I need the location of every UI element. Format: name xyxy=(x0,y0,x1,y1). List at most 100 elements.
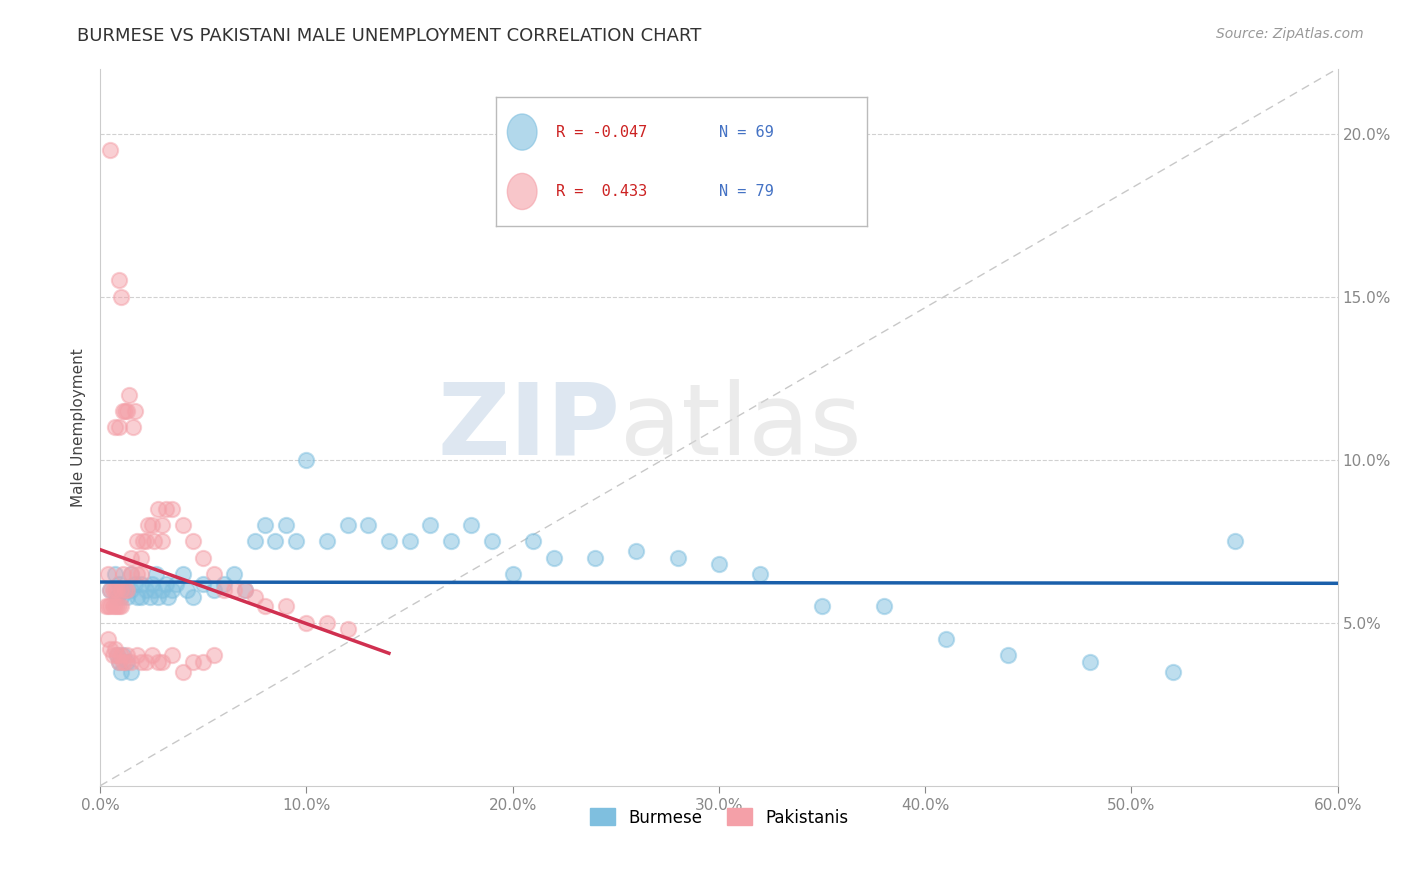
Point xyxy=(522,534,544,549)
Point xyxy=(103,566,125,581)
Point xyxy=(110,290,132,304)
Point xyxy=(127,566,149,581)
Point xyxy=(176,583,198,598)
Point xyxy=(243,590,266,604)
Point xyxy=(935,632,957,646)
Point xyxy=(193,550,215,565)
Point xyxy=(460,518,482,533)
Point xyxy=(141,648,163,663)
Point xyxy=(120,665,142,679)
Text: ZIP: ZIP xyxy=(437,378,620,475)
Point xyxy=(131,576,153,591)
Point xyxy=(120,550,142,565)
Point xyxy=(114,583,136,598)
Point xyxy=(141,576,163,591)
Point xyxy=(157,590,180,604)
Point xyxy=(120,566,142,581)
Point xyxy=(193,576,215,591)
Point xyxy=(132,534,155,549)
Point xyxy=(114,404,136,418)
Point xyxy=(181,534,204,549)
Point xyxy=(120,655,142,669)
Point xyxy=(114,655,136,669)
Point xyxy=(146,590,169,604)
Point xyxy=(131,566,153,581)
Point xyxy=(1161,665,1184,679)
Point xyxy=(127,648,149,663)
Point xyxy=(254,599,277,614)
Point xyxy=(110,665,132,679)
Point xyxy=(138,590,160,604)
Point xyxy=(873,599,896,614)
Text: atlas: atlas xyxy=(620,378,862,475)
Point xyxy=(103,641,125,656)
Point xyxy=(274,518,297,533)
Point xyxy=(101,583,124,598)
Point xyxy=(212,576,235,591)
Point xyxy=(97,632,120,646)
Point xyxy=(146,501,169,516)
Point xyxy=(110,583,132,598)
Point xyxy=(145,566,167,581)
Point xyxy=(626,544,648,558)
Point xyxy=(105,648,128,663)
Point xyxy=(243,534,266,549)
Point xyxy=(127,534,149,549)
Point xyxy=(107,273,129,287)
Point xyxy=(202,648,225,663)
Point xyxy=(96,599,118,614)
Point xyxy=(162,648,184,663)
Point xyxy=(114,583,136,598)
Point xyxy=(105,648,128,663)
Point xyxy=(150,583,173,598)
Point xyxy=(666,550,689,565)
Point xyxy=(141,518,163,533)
Point xyxy=(115,655,138,669)
Text: BURMESE VS PAKISTANI MALE UNEMPLOYMENT CORRELATION CHART: BURMESE VS PAKISTANI MALE UNEMPLOYMENT C… xyxy=(77,27,702,45)
Point xyxy=(150,518,173,533)
Point xyxy=(127,590,149,604)
Point xyxy=(142,534,165,549)
Point xyxy=(105,590,128,604)
Point xyxy=(107,655,129,669)
Point xyxy=(124,576,146,591)
Point xyxy=(707,557,730,571)
Point xyxy=(202,566,225,581)
Point xyxy=(316,615,339,630)
Point xyxy=(155,576,177,591)
Point xyxy=(150,655,173,669)
Legend: Burmese, Pakistanis: Burmese, Pakistanis xyxy=(581,800,856,835)
Point xyxy=(193,655,215,669)
Point xyxy=(110,590,132,604)
Point xyxy=(202,583,225,598)
Point xyxy=(224,566,246,581)
Point xyxy=(233,583,256,598)
Point xyxy=(100,641,122,656)
Point xyxy=(295,615,318,630)
Point xyxy=(336,518,359,533)
Point xyxy=(100,143,122,157)
Point xyxy=(111,404,134,418)
Point xyxy=(162,501,184,516)
Point xyxy=(997,648,1019,663)
Point xyxy=(100,583,122,598)
Point xyxy=(224,583,246,598)
Point xyxy=(115,404,138,418)
Point xyxy=(103,420,125,434)
Point xyxy=(1223,534,1246,549)
Point xyxy=(103,583,125,598)
Point xyxy=(124,404,146,418)
Point xyxy=(172,518,194,533)
Point xyxy=(107,576,129,591)
Point xyxy=(172,665,194,679)
Y-axis label: Male Unemployment: Male Unemployment xyxy=(72,348,86,507)
Point xyxy=(142,583,165,598)
Point xyxy=(336,622,359,636)
Point xyxy=(543,550,565,565)
Point xyxy=(295,452,318,467)
Point xyxy=(233,583,256,598)
Point xyxy=(110,648,132,663)
Point xyxy=(172,566,194,581)
Point xyxy=(115,648,138,663)
Point xyxy=(105,599,128,614)
